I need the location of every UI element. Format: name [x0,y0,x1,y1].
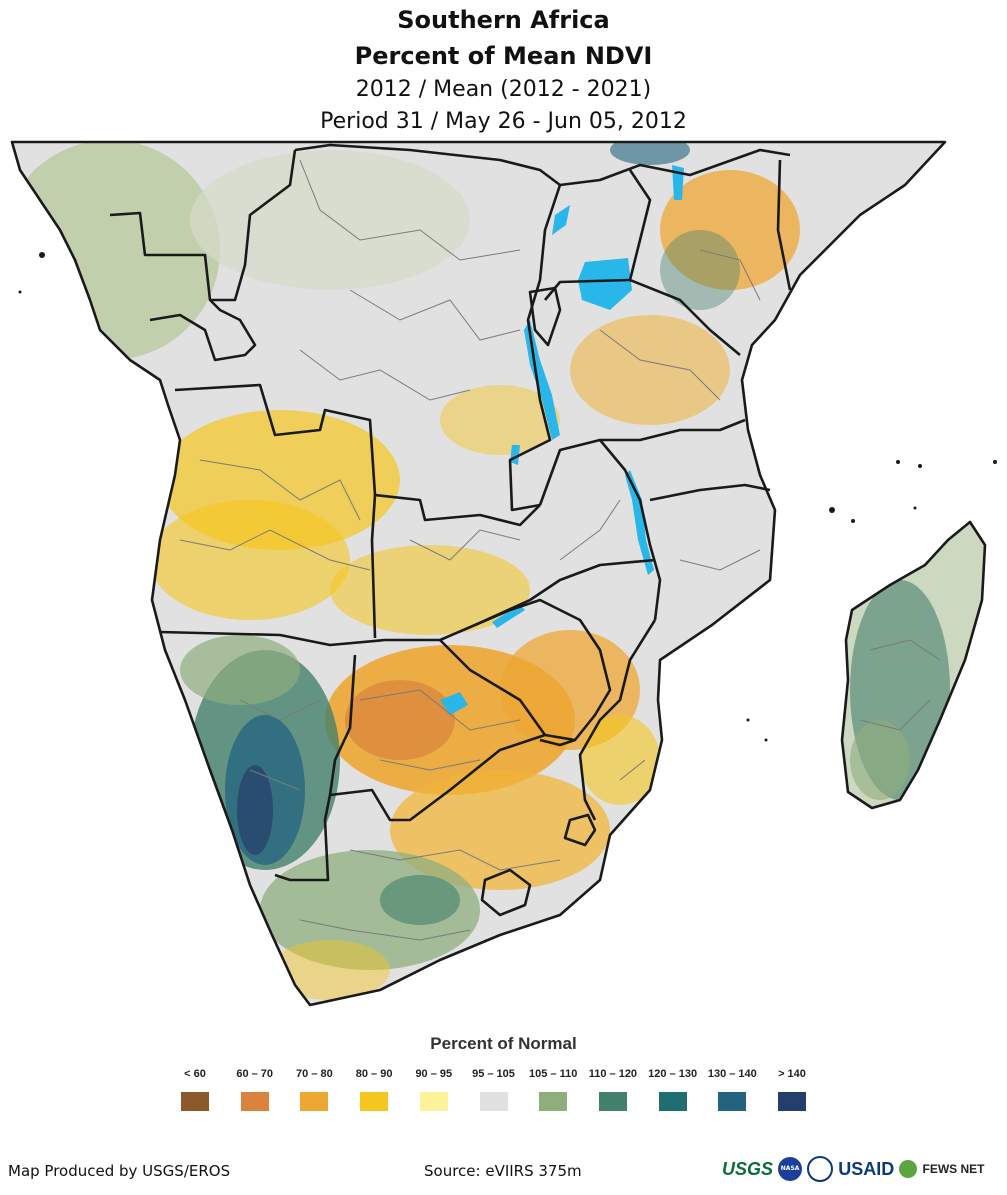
islands [18,252,997,742]
legend-swatch [658,1092,687,1111]
map-date-range: 2012 / Mean (2012 - 2021) [355,77,652,102]
legend-item: 80 – 90 [344,1068,404,1111]
legend-swatch [181,1092,209,1111]
country-borders [10,140,987,1007]
ndvi-map [10,140,997,1007]
legend-item: > 140 [762,1068,822,1111]
legend-label: 130 – 140 [707,1068,757,1080]
legend-item: 70 – 80 [284,1068,344,1111]
legend-swatch [240,1092,269,1111]
lake-victoria [578,258,632,310]
legend-label: 105 – 110 [529,1068,578,1080]
legend-swatch [300,1092,329,1111]
lake-albert [552,205,570,235]
legend-swatch [539,1092,568,1111]
fewsnet-logo: FEWS NET [922,1162,985,1176]
makgadikgadi-pans [440,692,468,715]
lake-turkana [672,165,684,200]
legend-label: 95 – 105 [472,1068,515,1080]
usaid-seal-icon [807,1156,834,1182]
map-subtitle: Percent of Mean NDVI [354,42,653,70]
legend-label: 80 – 90 [355,1068,393,1080]
legend-swatch [598,1092,627,1111]
map-period: Period 31 / May 26 - Jun 05, 2012 [320,109,687,134]
legend-item: 120 – 130 [643,1068,703,1111]
agency-logos: USGS NASA USAID FEWS NET [722,1156,1002,1186]
legend-label: 70 – 80 [296,1068,333,1080]
legend-item: 130 – 140 [702,1068,762,1111]
legend-swatch [360,1092,389,1111]
legend-title: Percent of Normal [430,1034,577,1053]
legend-label: 110 – 120 [588,1068,638,1080]
legend-swatch [718,1092,747,1111]
legend-label: 120 – 130 [648,1068,698,1080]
lake-kariba [492,605,525,628]
nasa-logo: NASA [778,1157,803,1181]
ndvi-anomaly-patches [12,142,950,1000]
legend-label: 90 – 95 [415,1068,453,1080]
legend-swatch [778,1092,806,1111]
usaid-logo: USAID [838,1158,895,1179]
legend-label: < 60 [184,1068,206,1080]
map-credit: Map Produced by USGS/EROS [8,1162,231,1180]
map-title: Southern Africa [397,6,610,34]
legend-item: 110 – 120 [583,1068,643,1111]
fewsnet-globe-icon [899,1160,918,1178]
lake-malawi [625,470,654,575]
legend-label: 60 – 70 [236,1068,274,1080]
legend-swatch [479,1092,508,1111]
admin-boundaries [179,159,941,941]
legend-item: < 60 [165,1068,225,1111]
legend-label: > 140 [778,1068,806,1080]
legend-swatch [419,1092,448,1111]
legend-item: 90 – 95 [404,1068,464,1111]
legend-item: 105 – 110 [523,1068,583,1111]
data-source: Source: eVIIRS 375m [424,1162,582,1180]
usgs-logo: USGS [722,1158,774,1179]
legend-item: 60 – 70 [225,1068,285,1111]
legend-item: 95 – 105 [464,1068,524,1111]
